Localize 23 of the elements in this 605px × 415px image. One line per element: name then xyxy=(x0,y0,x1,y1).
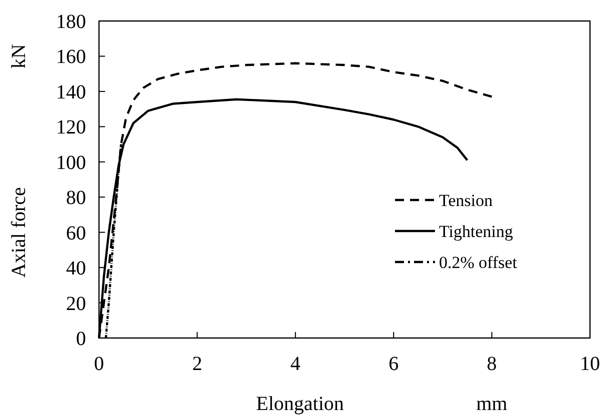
x-tick-label: 2 xyxy=(192,353,202,375)
x-tick-label: 4 xyxy=(290,353,300,375)
y-tick-label: 40 xyxy=(66,258,86,280)
text: kN xyxy=(8,44,30,68)
y-tick-label: 120 xyxy=(56,116,86,139)
x-axis-title: Elongation xyxy=(256,393,344,415)
y-tick-label: 60 xyxy=(66,222,86,244)
y-tick-label: 140 xyxy=(56,81,86,104)
text: mm xyxy=(476,393,508,415)
y-tick-label: 180 xyxy=(56,11,86,33)
y-tick-label: 20 xyxy=(66,292,86,315)
legend-label: Tightening xyxy=(439,222,514,241)
y-tick-label: 80 xyxy=(66,187,86,210)
y-axis-title: Axial force xyxy=(8,186,30,278)
legend-label: Tension xyxy=(439,190,494,210)
y-tick-label: 100 xyxy=(56,152,86,174)
x-tick-label: 10 xyxy=(580,353,600,375)
x-tick-label: 0 xyxy=(94,353,104,375)
y-tick-label: 0 xyxy=(76,328,86,350)
y-tick-label: 160 xyxy=(56,46,86,68)
x-tick-label: 6 xyxy=(388,353,399,375)
x-tick-label: 8 xyxy=(486,353,497,375)
legend-label: 0.2% offset xyxy=(439,252,518,272)
